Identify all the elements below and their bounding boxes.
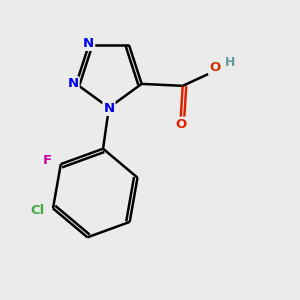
- Text: F: F: [43, 154, 52, 167]
- Text: O: O: [210, 61, 221, 74]
- Text: N: N: [103, 102, 115, 115]
- Text: Cl: Cl: [30, 204, 44, 217]
- Text: H: H: [224, 56, 235, 69]
- Text: N: N: [83, 37, 94, 50]
- Text: N: N: [68, 77, 79, 90]
- Text: O: O: [175, 118, 186, 131]
